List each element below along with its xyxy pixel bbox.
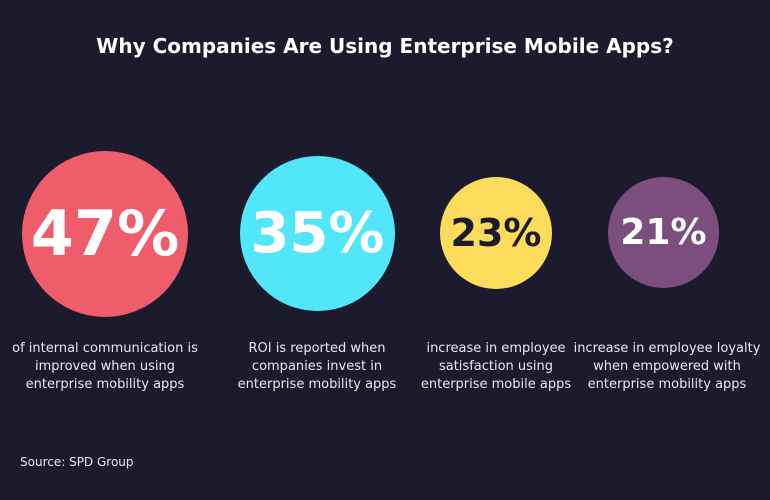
- caption-line: improved when using: [35, 359, 175, 374]
- caption-line: when empowered with: [593, 359, 741, 374]
- stat-circle-roi: 35%: [240, 156, 395, 311]
- caption-line: enterprise mobility apps: [25, 377, 185, 392]
- caption-line: companies invest in: [251, 359, 383, 374]
- source-note: Source: SPD Group: [20, 455, 134, 469]
- stat-circle-employee-satisfaction: 23%: [440, 177, 552, 289]
- caption-line: increase in employee loyalty: [573, 341, 761, 356]
- caption-line: enterprise mobility apps: [237, 377, 397, 392]
- caption-line: enterprise mobility apps: [587, 377, 747, 392]
- page-title: Why Companies Are Using Enterprise Mobil…: [96, 34, 674, 58]
- stat-value-internal-communication: 47%: [30, 197, 180, 270]
- caption-line: enterprise mobile apps: [420, 377, 572, 392]
- stat-value-roi: 35%: [250, 200, 385, 266]
- stat-caption-roi: ROI is reported when companies invest in…: [217, 340, 417, 394]
- stat-circle-employee-loyalty: 21%: [608, 177, 719, 288]
- stat-caption-employee-satisfaction: increase in employee satisfaction using …: [396, 340, 596, 394]
- caption-line: of internal communication is: [12, 341, 198, 356]
- caption-line: satisfaction using: [438, 359, 554, 374]
- caption-line: ROI is reported when: [248, 341, 386, 356]
- stat-value-employee-loyalty: 21%: [620, 211, 707, 253]
- caption-line: increase in employee: [426, 341, 566, 356]
- stat-caption-employee-loyalty: increase in employee loyalty when empowe…: [568, 340, 766, 394]
- stat-value-employee-satisfaction: 23%: [450, 211, 542, 255]
- stat-circle-internal-communication: 47%: [22, 151, 188, 317]
- stat-caption-internal-communication: of internal communication is improved wh…: [5, 340, 205, 394]
